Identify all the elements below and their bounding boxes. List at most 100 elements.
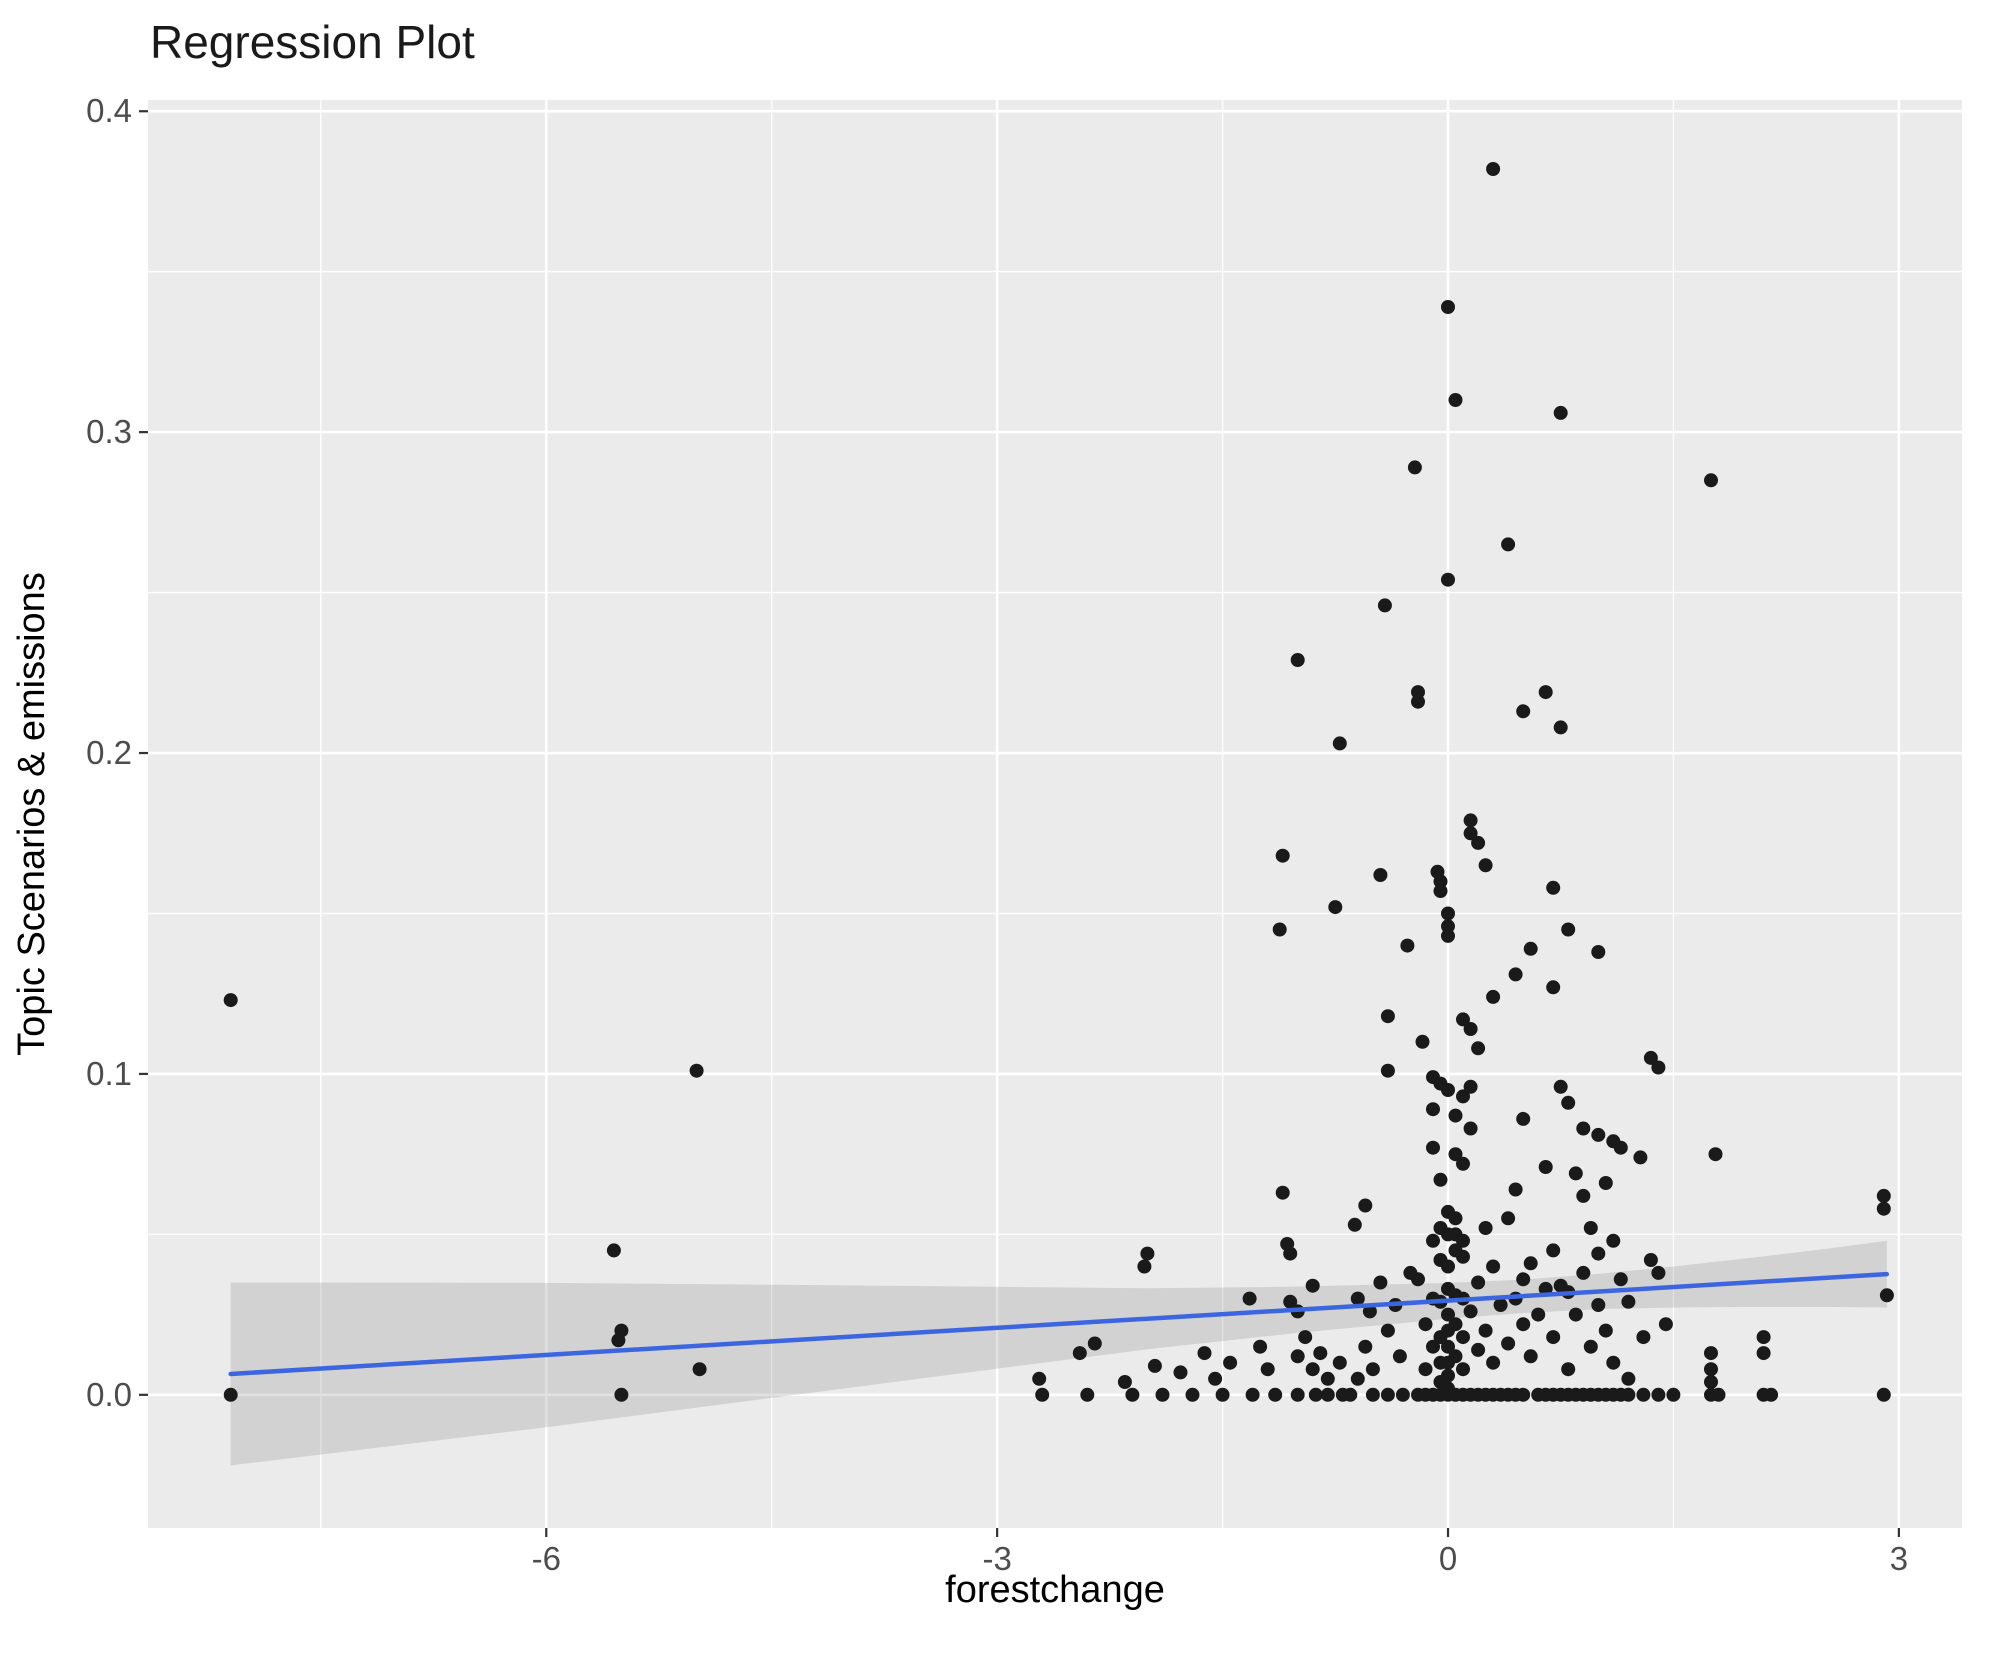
data-point	[1456, 1330, 1470, 1345]
data-point	[1441, 572, 1455, 587]
data-point	[1155, 1387, 1170, 1402]
data-point	[1332, 1355, 1347, 1370]
data-point	[1501, 1211, 1516, 1226]
data-point	[1486, 1355, 1501, 1370]
data-point	[1035, 1387, 1050, 1402]
data-point	[1373, 1275, 1388, 1290]
data-point	[1308, 1387, 1323, 1402]
data-point	[1392, 1349, 1407, 1364]
data-point	[1268, 1387, 1283, 1402]
data-point	[1456, 1233, 1470, 1248]
data-point	[1441, 1307, 1455, 1322]
data-point	[1523, 1349, 1538, 1364]
data-point	[1305, 1278, 1320, 1293]
data-point	[1290, 1387, 1305, 1402]
data-point	[1598, 1323, 1613, 1338]
data-point	[1508, 1182, 1523, 1197]
data-point	[1290, 653, 1305, 667]
data-point	[1260, 1362, 1275, 1377]
data-point	[1328, 900, 1343, 915]
data-point	[1456, 1362, 1470, 1377]
data-point	[1147, 1358, 1162, 1373]
data-point	[1568, 1166, 1583, 1181]
data-point	[1879, 1288, 1894, 1303]
data-point	[1441, 928, 1455, 943]
data-point	[1478, 1323, 1493, 1338]
data-point	[689, 1063, 704, 1078]
data-point	[1553, 720, 1568, 735]
regression-line	[228, 1271, 1890, 1377]
data-point	[1275, 848, 1290, 863]
data-point	[1508, 967, 1523, 982]
data-point	[1320, 1371, 1335, 1386]
data-point	[1448, 1108, 1463, 1123]
data-point	[1704, 1346, 1718, 1361]
data-point	[1591, 1246, 1606, 1261]
data-point	[1298, 1330, 1313, 1345]
y-tick-label: 0.2	[86, 734, 132, 771]
data-point	[223, 1387, 238, 1402]
data-point	[1456, 1089, 1470, 1104]
data-point	[1400, 938, 1415, 953]
data-point	[1471, 1342, 1486, 1357]
data-point	[1456, 1156, 1470, 1171]
data-point	[1583, 1221, 1598, 1235]
data-point	[1568, 1307, 1583, 1322]
data-point	[1365, 1387, 1380, 1402]
data-point	[1272, 922, 1287, 937]
data-point	[1553, 405, 1568, 420]
data-point	[1380, 1063, 1395, 1078]
data-point	[1531, 1307, 1546, 1322]
data-point	[1486, 162, 1501, 176]
data-point	[1523, 1256, 1538, 1271]
data-point	[1523, 941, 1538, 956]
data-point	[1373, 868, 1388, 882]
data-point	[1448, 393, 1463, 407]
data-point	[1380, 1009, 1395, 1024]
data-point	[1704, 1375, 1718, 1389]
data-point	[1666, 1387, 1681, 1402]
data-point	[1426, 1102, 1440, 1117]
data-point	[1478, 858, 1493, 873]
axes: -6 -3 0 3 0.0 0.1 0.2 0.3 0.4	[86, 92, 1908, 1577]
data-point	[1320, 1387, 1335, 1402]
data-point	[1418, 1362, 1433, 1377]
data-point	[1471, 1041, 1486, 1056]
data-point	[1365, 1362, 1380, 1377]
x-tick-label: 3	[1890, 1540, 1908, 1577]
data-point	[1546, 980, 1561, 995]
data-point	[1591, 1127, 1606, 1142]
data-point	[1415, 1034, 1430, 1049]
data-point	[1313, 1346, 1328, 1361]
data-point	[1185, 1387, 1200, 1402]
data-point	[1463, 1022, 1478, 1036]
data-point	[1463, 1121, 1478, 1136]
data-point	[1876, 1188, 1891, 1203]
data-point	[1516, 1387, 1531, 1402]
data-point	[1876, 1387, 1891, 1402]
y-tick-label: 0.1	[86, 1055, 132, 1092]
data-point	[1651, 1060, 1666, 1075]
data-point	[1561, 1095, 1576, 1110]
data-point	[1125, 1387, 1140, 1402]
data-point	[1471, 835, 1486, 850]
x-tick-label: -6	[532, 1540, 561, 1577]
data-point	[1456, 1012, 1470, 1027]
data-point	[1538, 685, 1553, 700]
data-point	[1708, 1147, 1723, 1162]
data-point	[1426, 1233, 1440, 1248]
data-point	[1463, 1304, 1478, 1319]
data-point	[1576, 1121, 1591, 1136]
data-point	[1380, 1387, 1395, 1402]
data-point	[1516, 1111, 1531, 1126]
data-point	[1448, 1211, 1463, 1226]
data-point	[1561, 922, 1576, 937]
data-point	[1636, 1330, 1651, 1345]
data-point	[1380, 1323, 1395, 1338]
data-point	[1704, 473, 1718, 488]
data-point	[1591, 1298, 1606, 1312]
data-point	[1433, 884, 1448, 898]
data-point	[611, 1333, 626, 1348]
data-point	[1441, 300, 1455, 314]
